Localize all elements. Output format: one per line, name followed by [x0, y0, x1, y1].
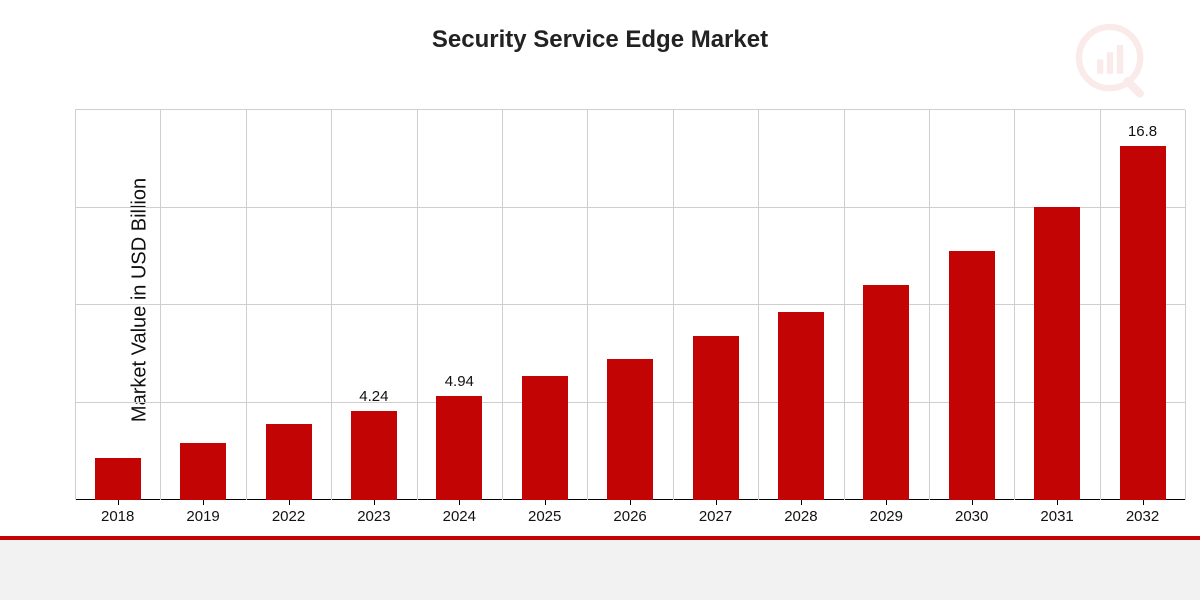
v-gridline [246, 110, 247, 500]
x-tick-mark [203, 500, 204, 505]
bar [778, 312, 824, 500]
x-tick-label: 2026 [590, 508, 670, 525]
x-tick-mark [886, 500, 887, 505]
bar [863, 285, 909, 500]
x-tick-label: 2022 [249, 508, 329, 525]
x-tick-label: 2019 [163, 508, 243, 525]
bar-value-label: 4.94 [419, 373, 499, 390]
v-gridline [587, 110, 588, 500]
v-gridline [160, 110, 161, 500]
footer-band [0, 540, 1200, 600]
bar [351, 411, 397, 500]
bar [1120, 146, 1166, 500]
v-gridline [331, 110, 332, 500]
x-tick-label: 2030 [932, 508, 1012, 525]
bar [607, 359, 653, 500]
bar [436, 396, 482, 500]
x-tick-label: 2025 [505, 508, 585, 525]
v-gridline [758, 110, 759, 500]
bar [180, 443, 226, 500]
v-gridline [502, 110, 503, 500]
x-tick-label: 2024 [419, 508, 499, 525]
x-tick-mark [1143, 500, 1144, 505]
bar [693, 336, 739, 500]
x-tick-mark [118, 500, 119, 505]
plot-area: 4.24 4.94 16.8 [75, 110, 1185, 500]
x-tick-mark [801, 500, 802, 505]
bar [266, 424, 312, 500]
h-gridline [75, 109, 1185, 110]
bar [949, 251, 995, 500]
x-axis: 2018 2019 2022 2023 2024 2025 2026 2027 2028 2029… [75, 500, 1185, 530]
x-tick-label: 2023 [334, 508, 414, 525]
bar [522, 376, 568, 500]
x-tick-label: 2031 [1017, 508, 1097, 525]
x-tick-label: 2032 [1103, 508, 1183, 525]
x-tick-mark [374, 500, 375, 505]
x-tick-mark [545, 500, 546, 505]
h-gridline [75, 304, 1185, 305]
bar [95, 458, 141, 500]
x-tick-mark [289, 500, 290, 505]
chart-title: Security Service Edge Market [0, 26, 1200, 54]
x-tick-mark [459, 500, 460, 505]
chart-page: Security Service Edge Market Market Valu… [0, 0, 1200, 600]
v-gridline [1185, 110, 1186, 500]
x-tick-mark [716, 500, 717, 505]
x-tick-label: 2028 [761, 508, 841, 525]
v-gridline [75, 110, 76, 500]
v-gridline [673, 110, 674, 500]
v-gridline [929, 110, 930, 500]
watermark-logo-icon [1070, 18, 1160, 108]
v-gridline [1014, 110, 1015, 500]
bar-value-label: 16.8 [1103, 123, 1183, 140]
x-tick-label: 2029 [846, 508, 926, 525]
v-gridline [417, 110, 418, 500]
x-tick-label: 2018 [78, 508, 158, 525]
bar [1034, 207, 1080, 500]
x-tick-mark [1057, 500, 1058, 505]
x-tick-mark [630, 500, 631, 505]
bar-value-label: 4.24 [334, 388, 414, 405]
x-tick-mark [972, 500, 973, 505]
x-tick-label: 2027 [676, 508, 756, 525]
v-gridline [844, 110, 845, 500]
divider-red-line [0, 536, 1200, 540]
v-gridline [1100, 110, 1101, 500]
h-gridline [75, 207, 1185, 208]
